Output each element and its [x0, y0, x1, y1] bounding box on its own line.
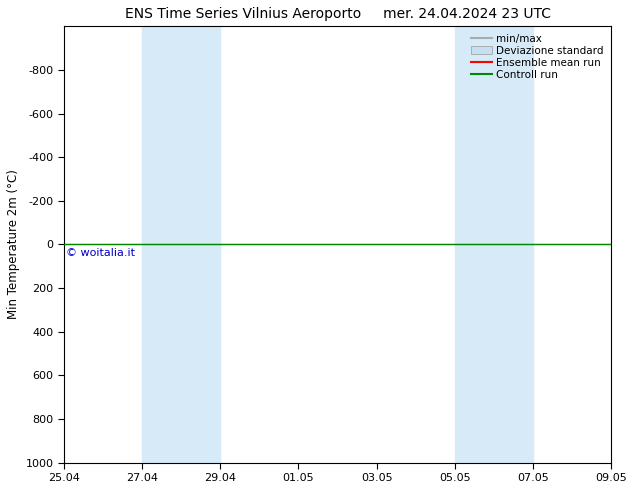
Legend: min/max, Deviazione standard, Ensemble mean run, Controll run: min/max, Deviazione standard, Ensemble m…	[469, 31, 606, 82]
Bar	[455, 26, 533, 463]
Title: ENS Time Series Vilnius Aeroporto     mer. 24.04.2024 23 UTC: ENS Time Series Vilnius Aeroporto mer. 2…	[124, 7, 550, 21]
Text: © woitalia.it: © woitalia.it	[66, 248, 135, 258]
Bar	[142, 26, 220, 463]
Y-axis label: Min Temperature 2m (°C): Min Temperature 2m (°C)	[7, 170, 20, 319]
